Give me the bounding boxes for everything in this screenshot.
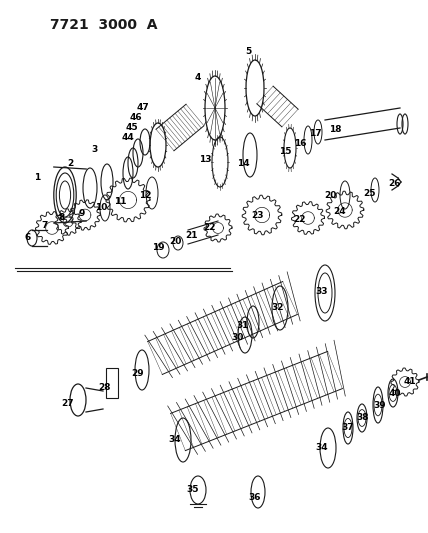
Text: 30: 30 (232, 334, 244, 343)
Text: 16: 16 (294, 139, 306, 148)
Text: 34: 34 (316, 443, 328, 453)
Text: 33: 33 (316, 287, 328, 296)
Text: 23: 23 (252, 211, 264, 220)
Text: 4: 4 (195, 74, 201, 83)
Text: 6: 6 (25, 233, 31, 243)
Text: 7721  3000  A: 7721 3000 A (50, 18, 158, 32)
Text: 11: 11 (114, 198, 126, 206)
Text: 19: 19 (152, 244, 164, 253)
Text: 2: 2 (67, 158, 73, 167)
Text: 46: 46 (130, 114, 143, 123)
Text: 22: 22 (294, 215, 306, 224)
Text: 7: 7 (42, 221, 48, 230)
Text: 3: 3 (92, 146, 98, 155)
Text: 15: 15 (279, 148, 291, 157)
Text: 22: 22 (204, 223, 216, 232)
Text: 28: 28 (99, 384, 111, 392)
Text: 8: 8 (59, 214, 65, 222)
Text: 45: 45 (126, 124, 138, 133)
Bar (106, 368, 118, 398)
Text: 20: 20 (324, 190, 336, 199)
Text: 47: 47 (137, 102, 149, 111)
Text: 38: 38 (357, 414, 369, 423)
Text: 40: 40 (389, 389, 401, 398)
Text: 1: 1 (34, 174, 40, 182)
Text: 25: 25 (364, 189, 376, 198)
Text: 21: 21 (186, 230, 198, 239)
Text: 17: 17 (309, 128, 321, 138)
Text: 9: 9 (79, 208, 85, 217)
Text: 36: 36 (249, 492, 261, 502)
Text: 41: 41 (404, 377, 416, 386)
Text: 34: 34 (169, 435, 181, 445)
Text: 39: 39 (374, 400, 386, 409)
Text: 12: 12 (139, 190, 151, 199)
Text: 35: 35 (187, 486, 199, 495)
Text: 29: 29 (132, 368, 144, 377)
Text: 10: 10 (95, 203, 107, 212)
Text: 32: 32 (272, 303, 284, 312)
Text: 13: 13 (199, 156, 211, 165)
Text: 26: 26 (389, 179, 401, 188)
Text: 27: 27 (62, 399, 74, 408)
Text: 14: 14 (237, 158, 250, 167)
Text: 37: 37 (342, 424, 354, 432)
Text: 5: 5 (245, 47, 251, 56)
Text: 44: 44 (122, 133, 134, 142)
Text: 31: 31 (237, 320, 249, 329)
Text: 20: 20 (169, 238, 181, 246)
Text: 24: 24 (334, 207, 346, 216)
Text: 18: 18 (329, 125, 341, 134)
